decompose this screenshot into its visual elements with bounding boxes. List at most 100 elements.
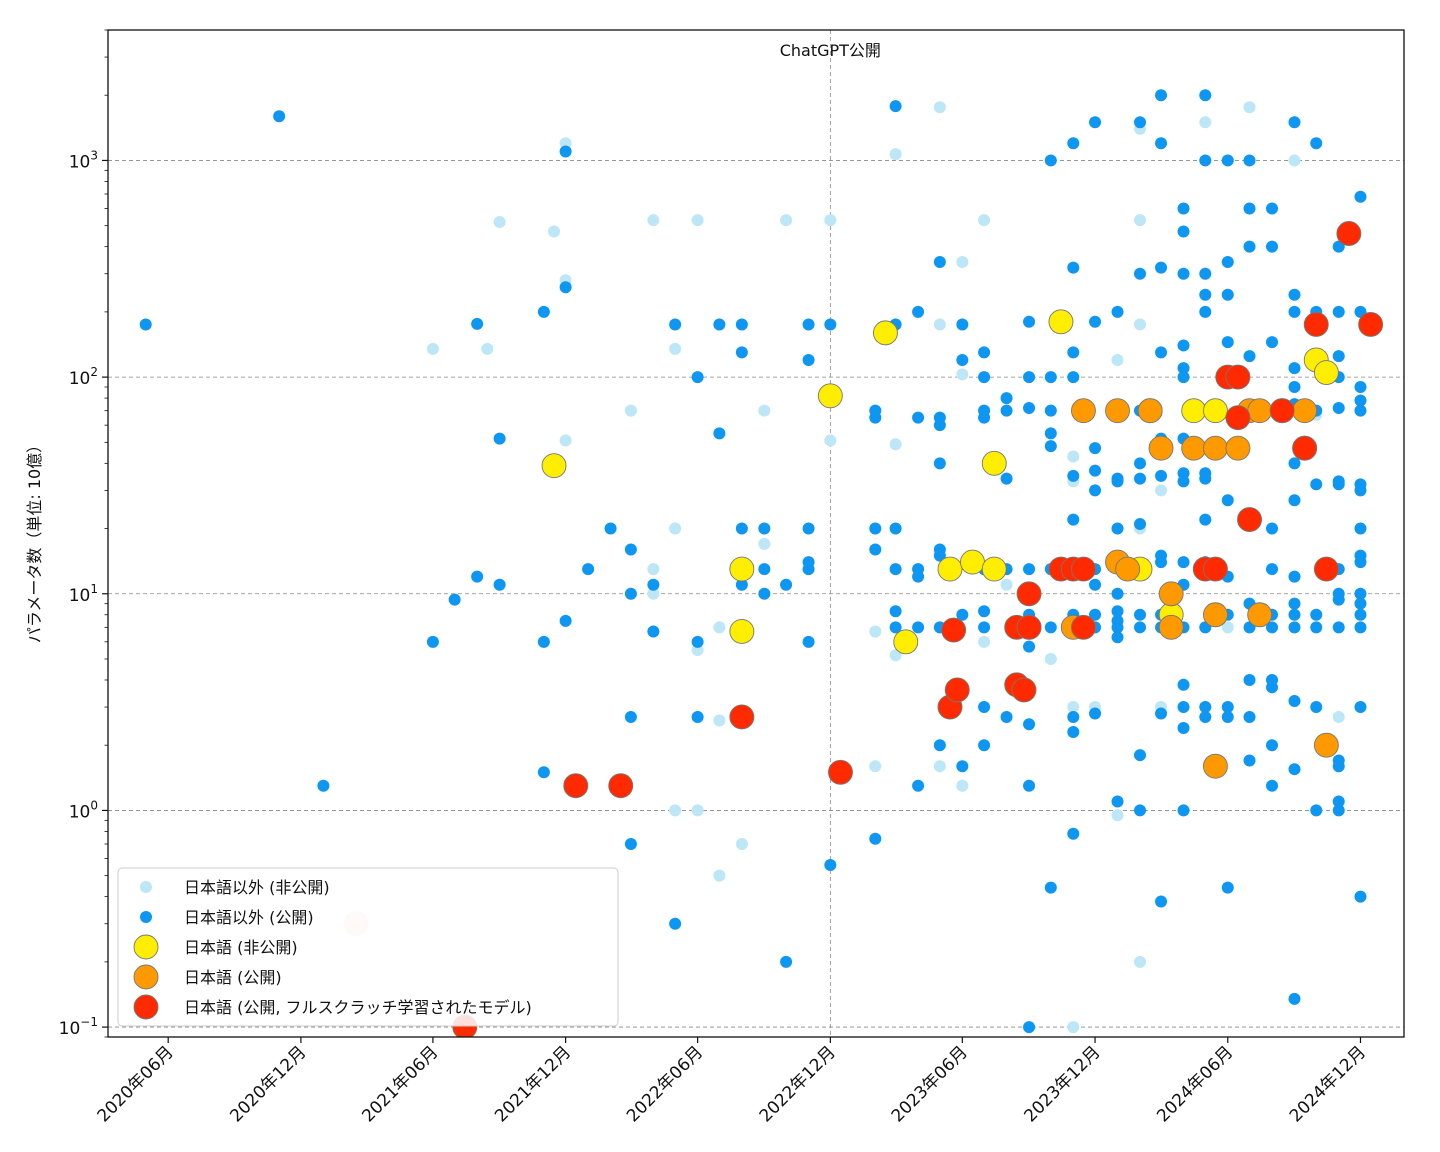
- series-1-point: [1111, 305, 1124, 318]
- series-1-point: [559, 614, 572, 627]
- series-0-point: [669, 804, 682, 817]
- series-4-point: [1202, 556, 1228, 582]
- series-1-point: [1288, 305, 1301, 318]
- x-tick-label: 2024年06月: [1153, 1042, 1237, 1126]
- series-1-point: [1044, 440, 1057, 453]
- series-3-point: [1115, 556, 1141, 582]
- legend-marker-4: [133, 994, 159, 1020]
- series-1-point: [1288, 608, 1301, 621]
- y-tick-label: 100: [69, 798, 98, 822]
- series-1-point: [1354, 522, 1367, 535]
- y-tick-base: 10: [69, 586, 91, 606]
- x-tick-label: 2023年12月: [1021, 1042, 1105, 1126]
- series-1-point: [1266, 336, 1279, 349]
- series-1-point: [1266, 779, 1279, 792]
- legend-label-2: 日本語 (非公開): [184, 938, 298, 957]
- series-1-point: [1044, 621, 1057, 634]
- series-1-point: [1199, 513, 1212, 526]
- series-1-point: [1288, 763, 1301, 776]
- series-0-point: [669, 522, 682, 535]
- series-1-point: [624, 837, 637, 850]
- series-1-point: [956, 608, 969, 621]
- series-1-point: [1067, 513, 1080, 526]
- series-1-point: [1155, 346, 1168, 359]
- series-1-point: [978, 371, 991, 384]
- series-1-point: [802, 635, 815, 648]
- series-1-point: [1155, 556, 1168, 569]
- series-1-point: [802, 563, 815, 576]
- series-2-point: [729, 556, 755, 582]
- series-3-point: [1247, 602, 1273, 628]
- series-1-point: [1089, 484, 1102, 497]
- series-1-point: [1199, 267, 1212, 280]
- series-1-point: [1023, 779, 1036, 792]
- series-0-point: [824, 434, 837, 447]
- series-1-point: [1177, 362, 1190, 375]
- y-tick-label: 101: [69, 582, 98, 606]
- series-3-point: [1158, 581, 1184, 607]
- series-4-point: [563, 773, 589, 799]
- series-1-point: [1067, 371, 1080, 384]
- series-1-point: [139, 318, 152, 331]
- series-1-point: [1044, 404, 1057, 417]
- series-1-point: [956, 353, 969, 366]
- series-1-point: [1310, 621, 1323, 634]
- series-4-point: [729, 704, 755, 730]
- series-1-point: [1354, 394, 1367, 407]
- series-0-point: [1134, 214, 1147, 227]
- series-1-point: [1354, 404, 1367, 417]
- series-1-point: [1332, 760, 1345, 773]
- series-1-point: [1288, 570, 1301, 583]
- series-1-point: [1354, 701, 1367, 714]
- series-1-point: [1134, 749, 1147, 762]
- series-1-point: [889, 621, 902, 634]
- series-1-point: [1288, 694, 1301, 707]
- series-1-point: [1221, 288, 1234, 301]
- series-1-point: [1354, 597, 1367, 610]
- series-1-point: [933, 739, 946, 752]
- series-0-point: [1243, 101, 1256, 114]
- y-tick-exponent: 0: [90, 798, 98, 812]
- series-1-point: [1155, 895, 1168, 908]
- series-1-point: [802, 318, 815, 331]
- series-2-point: [981, 450, 1007, 476]
- legend-label-1: 日本語以外 (公開): [184, 908, 314, 927]
- series-4-point: [1269, 398, 1295, 424]
- series-1-point: [1288, 597, 1301, 610]
- series-1-point: [1332, 795, 1345, 808]
- series-1-point: [1354, 484, 1367, 497]
- series-2-point: [1181, 398, 1207, 424]
- x-tick-label: 2021年06月: [358, 1042, 442, 1126]
- series-0-point: [869, 625, 882, 638]
- series-1-point: [1243, 673, 1256, 686]
- series-1-point: [1177, 678, 1190, 691]
- series-1-point: [1089, 116, 1102, 129]
- series-1-point: [1243, 754, 1256, 767]
- series-2-point: [960, 549, 985, 575]
- series-1-point: [1134, 116, 1147, 129]
- series-1-point: [537, 766, 550, 779]
- series-1-point: [1089, 578, 1102, 591]
- series-4-point: [1070, 556, 1096, 582]
- series-1-point: [1089, 442, 1102, 455]
- series-1-point: [1266, 563, 1279, 576]
- series-1-point: [1177, 267, 1190, 280]
- legend-label-4: 日本語 (公開, フルスクラッチ学習されたモデル): [184, 998, 532, 1017]
- series-3-point: [1313, 732, 1339, 758]
- series-1-point: [889, 605, 902, 618]
- series-1-point: [1111, 587, 1124, 600]
- series-1-point: [1111, 522, 1124, 535]
- series-0-point: [647, 587, 660, 600]
- series-1-point: [1221, 336, 1234, 349]
- series-1-point: [735, 522, 748, 535]
- series-1-point: [691, 710, 704, 723]
- series-0-point: [889, 148, 902, 161]
- series-1-point: [1243, 154, 1256, 167]
- series-1-point: [1310, 478, 1323, 491]
- series-0-point: [1044, 652, 1057, 665]
- series-1-point: [493, 432, 506, 445]
- series-1-point: [1023, 718, 1036, 731]
- series-1-point: [1266, 681, 1279, 694]
- series-1-point: [978, 701, 991, 714]
